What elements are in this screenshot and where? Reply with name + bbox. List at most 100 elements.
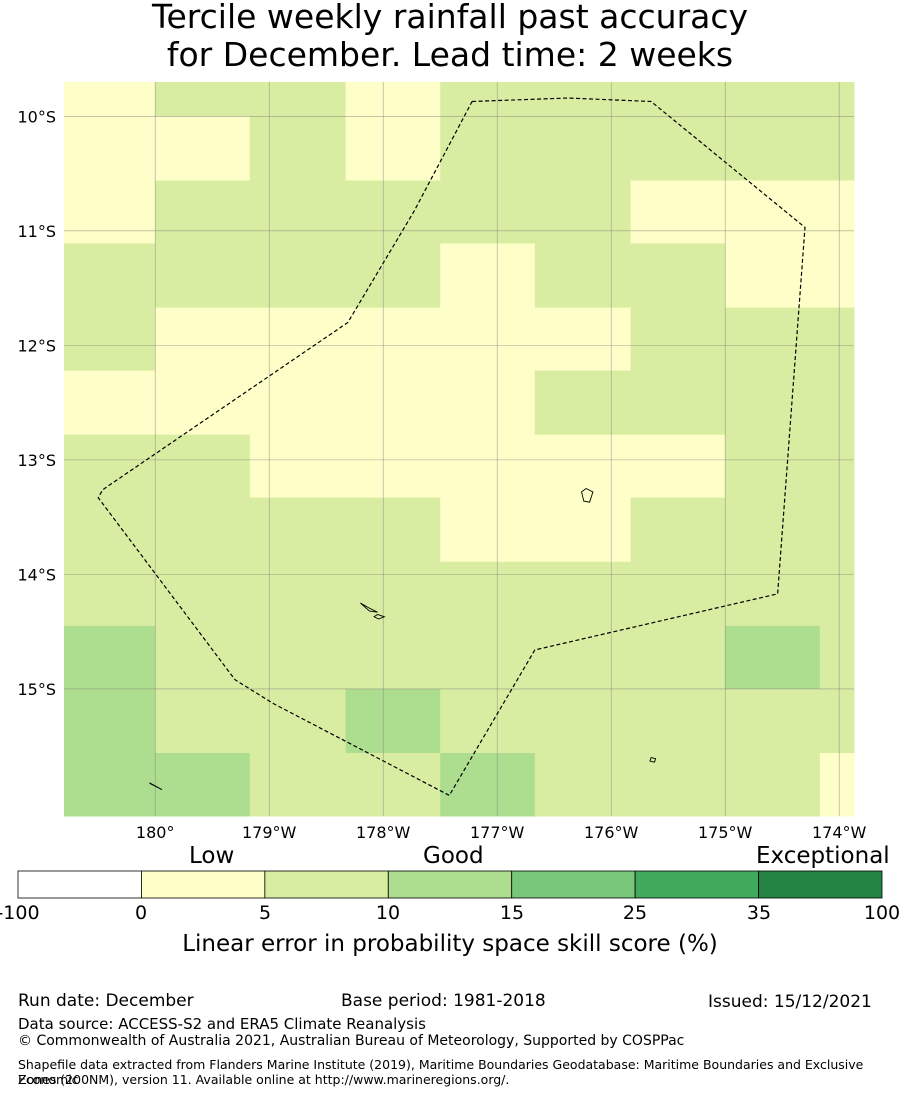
- skill-map: 180° 179°W 178°W 177°W 176°W 175°W 174°W 10°S 11…: [17, 82, 867, 842]
- run-date: Run date: December: [18, 991, 194, 1011]
- latitude-tick-label: 15°S: [17, 680, 56, 699]
- grid-cell: [534, 243, 632, 309]
- colorbar-bin: [758, 870, 883, 899]
- grid-cell: [819, 561, 855, 627]
- grid-cell: [440, 370, 536, 436]
- issued-date: Issued: 15/12/2021: [708, 992, 872, 1012]
- grid-cell: [440, 688, 536, 754]
- grid-cell: [534, 753, 632, 817]
- colorbar-bin: [17, 870, 142, 899]
- grid-cell: [440, 180, 536, 244]
- grid-cell: [725, 625, 821, 690]
- map-title-line-1: Tercile weekly rainfall past accuracy: [151, 0, 749, 36]
- grid-cell: [155, 434, 251, 499]
- grid-cell: [64, 180, 156, 244]
- grid-cell: [630, 688, 726, 754]
- grid-cell: [64, 497, 156, 563]
- shapefile-credit-line-2: Zones (200NM), version 11. Available onl…: [18, 1072, 510, 1087]
- grid-cell: [819, 180, 855, 244]
- colorbar-bin: [264, 870, 389, 899]
- colorbar-tick-label: -100: [0, 902, 40, 924]
- grid-cell: [630, 625, 726, 690]
- grid-cell: [630, 753, 726, 817]
- grid-cell: [249, 625, 347, 690]
- grid-cell: [155, 561, 251, 627]
- grid-cell: [249, 561, 347, 627]
- data-source: Data source: ACCESS-S2 and ERA5 Climate …: [18, 1015, 426, 1033]
- grid-cell: [630, 497, 726, 563]
- longitude-tick-label: 174°W: [812, 823, 867, 842]
- grid-cell: [630, 243, 726, 309]
- grid-cell: [155, 180, 251, 244]
- grid-cell: [249, 753, 347, 817]
- grid-cell: [630, 307, 726, 372]
- longitude-tick-label: 180°: [136, 823, 175, 842]
- grid-cell: [725, 753, 821, 817]
- grid-cell: [345, 625, 441, 690]
- island-outline: [581, 487, 594, 503]
- grid-cell: [819, 82, 855, 117]
- grid-cell: [440, 753, 536, 817]
- grid-cell: [345, 688, 441, 754]
- grid-cell: [345, 307, 441, 372]
- grid-cell: [249, 307, 347, 372]
- grid-cell: [345, 370, 441, 436]
- grid-cell: [630, 180, 726, 244]
- colorbar-bin: [141, 870, 266, 899]
- grid-cell: [819, 753, 855, 817]
- grid-cell: [249, 497, 347, 563]
- grid-cell: [345, 82, 441, 117]
- grid-cell: [725, 370, 821, 436]
- colorbar-bin: [511, 870, 636, 899]
- colorbar-axis-label: Linear error in probability space skill …: [182, 931, 718, 957]
- grid-cell: [249, 116, 347, 181]
- island-outline: [360, 602, 378, 613]
- grid-cell: [534, 370, 632, 436]
- grid-cell: [249, 180, 347, 244]
- latitude-tick-label: 11°S: [17, 222, 56, 241]
- grid-cell: [630, 370, 726, 436]
- grid-cell: [155, 82, 251, 117]
- grid-cell: [249, 243, 347, 309]
- colorbar-tick-label: 35: [746, 902, 772, 924]
- grid-cell: [630, 561, 726, 627]
- grid-cell: [249, 434, 347, 499]
- grid-cell: [155, 688, 251, 754]
- longitude-tick-label: 177°W: [470, 823, 525, 842]
- grid-cell: [534, 434, 632, 499]
- grid-cell: [155, 497, 251, 563]
- grid-cell: [64, 116, 156, 181]
- grid-cell: [819, 434, 855, 499]
- grid-cell: [534, 307, 632, 372]
- grid-cell: [534, 497, 632, 563]
- grid-cell: [155, 116, 251, 181]
- grid-cell: [345, 180, 441, 244]
- grid-cell: [725, 307, 821, 372]
- latitude-tick-label: 13°S: [17, 451, 56, 470]
- latitude-tick-label: 14°S: [17, 565, 56, 584]
- grid-cell: [345, 561, 441, 627]
- island-outline: [149, 782, 163, 791]
- grid-cell: [249, 370, 347, 436]
- grid-cell: [345, 434, 441, 499]
- grid-cell: [725, 561, 821, 627]
- grid-cell: [819, 625, 855, 690]
- grid-cell: [64, 434, 156, 499]
- grid-cell: [155, 370, 251, 436]
- longitude-tick-label: 175°W: [698, 823, 753, 842]
- grid-cell: [155, 625, 251, 690]
- grid-cell: [64, 688, 156, 754]
- grid-cell: [534, 82, 632, 117]
- colorbar-good-label: Good: [423, 843, 484, 869]
- grid-cell: [630, 116, 726, 181]
- grid-cell: [440, 243, 536, 309]
- grid-cell: [819, 116, 855, 181]
- grid-cell: [155, 243, 251, 309]
- base-period: Base period: 1981-2018: [341, 991, 546, 1011]
- latitude-tick-label: 12°S: [17, 336, 56, 355]
- colorbar-bin: [387, 870, 513, 899]
- colorbar-low-label: Low: [189, 843, 235, 869]
- grid-cell: [819, 307, 855, 372]
- longitude-tick-label: 176°W: [584, 823, 639, 842]
- grid-cell: [249, 688, 347, 754]
